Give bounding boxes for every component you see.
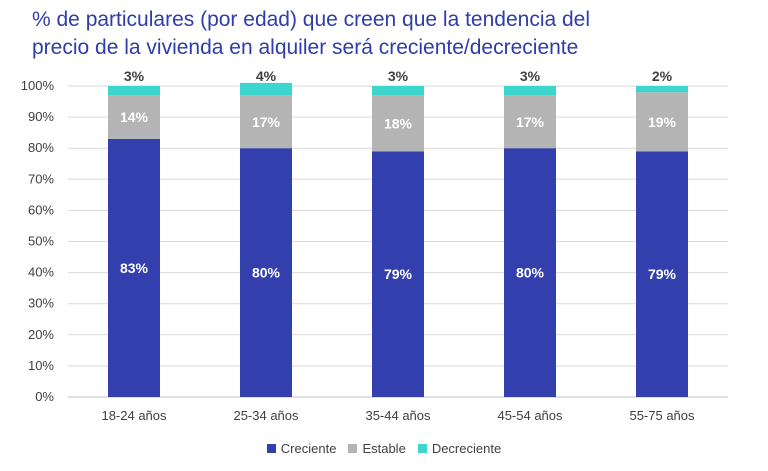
legend-label: Estable [362, 441, 406, 456]
data-label: 2% [652, 68, 673, 84]
bar-segment-creciente [504, 148, 556, 397]
bar-segment-estable [372, 95, 424, 152]
bar-segment-estable [108, 95, 160, 139]
x-category-label: 55-75 años [629, 408, 695, 423]
bar-segment-decreciente [240, 82, 292, 96]
bar-segment-decreciente [108, 86, 160, 96]
legend-item: Estable [348, 441, 406, 456]
data-label: 14% [120, 109, 149, 125]
y-tick-label: 50% [28, 234, 54, 249]
y-tick-label: 0% [35, 389, 54, 404]
y-tick-label: 20% [28, 327, 54, 342]
legend-swatch [348, 444, 358, 453]
data-label: 79% [384, 266, 413, 282]
x-category-label: 18-24 años [101, 408, 167, 423]
x-category-label: 35-44 años [365, 408, 431, 423]
y-tick-label: 30% [28, 296, 54, 311]
y-tick-label: 60% [28, 202, 54, 217]
data-label: 79% [648, 266, 677, 282]
chart-title: % de particulares (por edad) que creen q… [32, 6, 752, 62]
data-label: 3% [388, 68, 409, 84]
bar-segment-creciente [372, 151, 424, 397]
y-tick-label: 80% [28, 140, 54, 155]
bar-segment-creciente [108, 138, 160, 397]
data-label: 17% [252, 114, 281, 130]
legend-label: Decreciente [431, 441, 502, 456]
legend-swatch [417, 444, 427, 453]
data-label: 3% [124, 68, 145, 84]
bar-segment-estable [636, 92, 688, 152]
y-tick-label: 70% [28, 171, 54, 186]
y-tick-label: 90% [28, 109, 54, 124]
chart-title-line-1: % de particulares (por edad) que creen q… [32, 8, 591, 31]
bar-segment-decreciente [504, 86, 556, 96]
bar-segment-decreciente [372, 86, 424, 96]
data-label: 3% [520, 68, 541, 84]
data-label: 80% [252, 265, 281, 281]
bar-segment-creciente [636, 151, 688, 397]
y-tick-label: 10% [28, 358, 54, 373]
y-tick-label: 40% [28, 265, 54, 280]
chart-legend: Creciente Estable Decreciente [0, 441, 768, 456]
legend-label: Creciente [280, 441, 337, 456]
legend-item: Creciente [266, 441, 337, 456]
legend-swatch [266, 444, 276, 453]
data-label: 83% [120, 260, 149, 276]
bar-segment-estable [240, 95, 292, 149]
bar-segment-estable [504, 95, 556, 149]
data-label: 80% [516, 265, 545, 281]
legend-item: Decreciente [417, 441, 502, 456]
data-label: 4% [256, 68, 277, 84]
bar-segment-decreciente [636, 86, 688, 93]
x-category-label: 25-34 años [233, 408, 299, 423]
data-label: 19% [648, 114, 677, 130]
y-tick-label: 100% [21, 78, 55, 93]
chart-title-line-2: precio de la vivienda en alquiler será c… [32, 36, 579, 59]
bar-segment-creciente [240, 148, 292, 397]
data-label: 17% [516, 114, 545, 130]
data-label: 18% [384, 115, 413, 131]
x-category-label: 45-54 años [497, 408, 563, 423]
